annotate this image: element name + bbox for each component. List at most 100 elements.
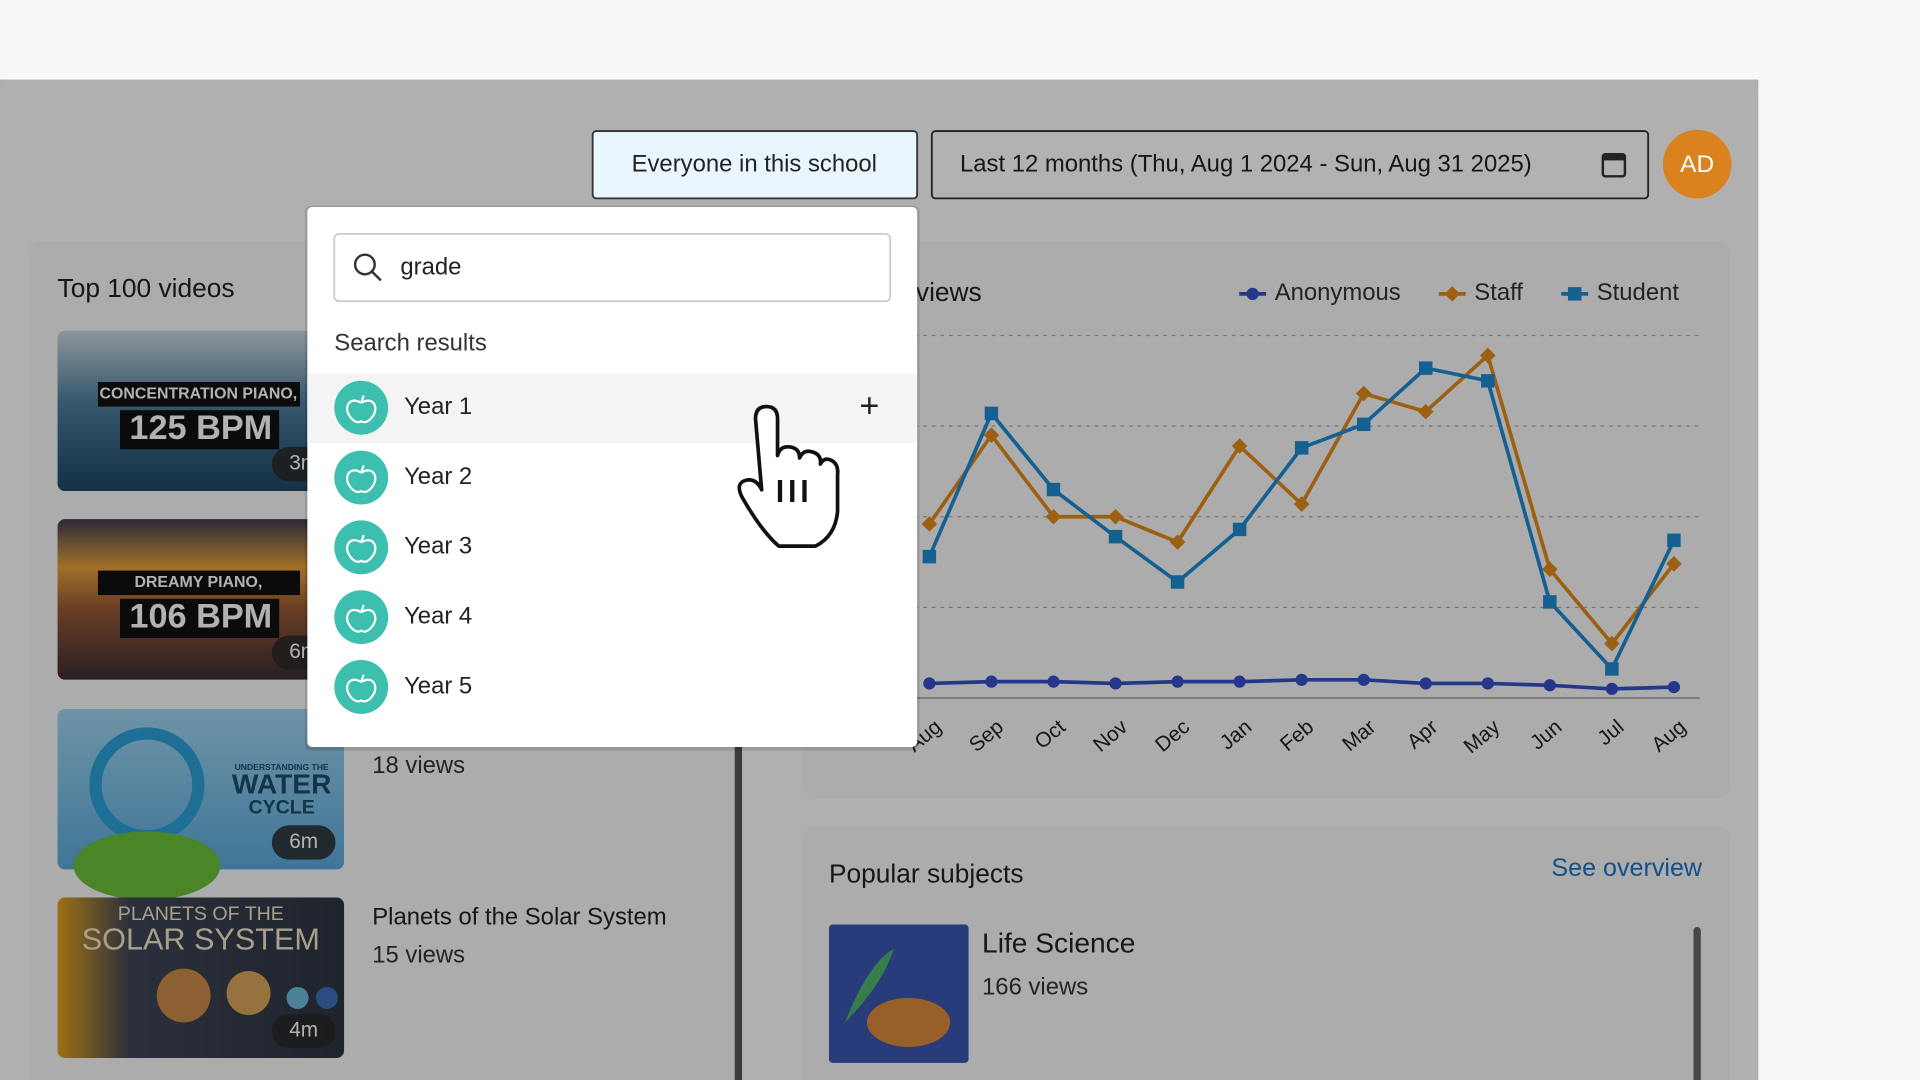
avatar[interactable] — [1662, 129, 1732, 199]
data-point — [923, 677, 936, 690]
thumb-art — [156, 968, 211, 1023]
thumb-text: CONCENTRATION PIANO, — [100, 385, 298, 402]
result-row-hover[interactable] — [307, 373, 918, 444]
result-icon — [334, 520, 389, 575]
result-icon-apple — [346, 395, 377, 424]
see-overview-link[interactable]: See overview — [1551, 854, 1703, 882]
duration-badge — [271, 1013, 336, 1049]
result-icon — [334, 450, 389, 505]
result-icon-apple — [346, 534, 377, 563]
result-icon — [334, 590, 389, 645]
date-range-label: Last 12 months (Thu, Aug 1 2024 - Sun, A… — [960, 151, 1532, 178]
add-button[interactable]: + — [859, 387, 879, 425]
search-input[interactable] — [333, 232, 892, 303]
thumb-art — [315, 986, 338, 1009]
scrollbar — [734, 685, 743, 1080]
data-point — [1419, 677, 1432, 690]
dropdown — [307, 206, 918, 747]
data-point — [1356, 417, 1371, 432]
thumb-text: 106 BPM — [129, 597, 272, 635]
data-point — [1295, 673, 1308, 686]
data-point — [1605, 682, 1619, 696]
avatar-initials: AD — [1680, 151, 1714, 178]
video-title[interactable]: Planets of the Solar System — [372, 904, 666, 931]
data-point — [1108, 529, 1123, 544]
thumb-label-bg — [97, 382, 300, 407]
search-icon — [371, 270, 382, 282]
data-point — [1171, 675, 1184, 688]
legend-label: Staff — [1474, 279, 1523, 306]
data-point — [1419, 361, 1433, 375]
data-point — [985, 675, 998, 688]
data-point — [1170, 575, 1185, 589]
result-label[interactable]: Year 3 — [404, 533, 472, 560]
thumb-art — [73, 831, 221, 900]
result-label[interactable]: Year 1 — [404, 393, 472, 420]
result-icon-apple — [346, 464, 377, 494]
audience-button[interactable] — [591, 130, 919, 200]
thumb-text: DREAMY PIANO, — [134, 574, 262, 591]
section-title: Top 100 videos — [58, 273, 235, 303]
data-point — [1232, 522, 1247, 537]
data-point — [1543, 595, 1557, 609]
legend-label: Anonymous — [1275, 279, 1401, 306]
video-views: 18 views — [372, 752, 465, 779]
scrollbar — [1693, 926, 1701, 1080]
result-icon — [334, 660, 389, 714]
thumb-label-bg — [120, 410, 280, 450]
thumb-text: PLANETS OF THE — [118, 903, 284, 925]
data-point — [1481, 677, 1494, 690]
duration: 4m — [289, 1019, 318, 1042]
data-point — [1667, 680, 1681, 694]
data-point — [1233, 675, 1246, 688]
duration-badge — [271, 825, 336, 860]
data-point — [984, 406, 999, 421]
chart-title: views — [916, 277, 982, 307]
data-point — [1543, 679, 1556, 692]
data-point — [1047, 675, 1060, 688]
result-icon-apple — [346, 604, 377, 633]
data-point — [922, 549, 937, 564]
thumb-text: UNDERSTANDING THE — [235, 762, 329, 772]
data-point — [1109, 677, 1122, 690]
data-point — [1605, 662, 1619, 676]
data-point — [1046, 482, 1061, 497]
audience-label[interactable]: Everyone in this school — [632, 151, 877, 178]
subject-art — [866, 997, 951, 1047]
data-point — [1481, 374, 1495, 388]
data-point — [1246, 287, 1259, 300]
result-label[interactable]: Year 5 — [404, 672, 472, 699]
result-label[interactable]: Year 2 — [404, 463, 472, 490]
data-point — [1567, 287, 1582, 301]
result-icon-apple — [346, 674, 377, 703]
subjects-card — [802, 826, 1729, 1080]
cursor — [737, 404, 840, 548]
video-views: 15 views — [372, 942, 465, 969]
foreground: Everyone in this school AD grade Search res… — [304, 129, 1732, 751]
thumb-art — [226, 971, 271, 1016]
thumb-label-bg — [120, 598, 280, 638]
subject-name[interactable]: Life Science — [982, 928, 1135, 959]
duration: 6m — [289, 830, 318, 853]
thumb-text: 125 BPM — [129, 409, 272, 447]
thumb-text: WATER — [232, 769, 332, 800]
search-icon — [353, 253, 376, 276]
thumb-art — [286, 986, 309, 1009]
search-query[interactable]: grade — [400, 253, 461, 280]
data-point — [1294, 441, 1309, 455]
section-title: Popular subjects — [829, 858, 1024, 888]
thumb-text: CYCLE — [248, 796, 314, 818]
subject-art — [844, 948, 894, 1023]
thumb-label-bg — [97, 570, 300, 596]
result-label[interactable]: Year 4 — [404, 602, 472, 629]
subject-views: 166 views — [982, 973, 1088, 1000]
thumb-text: SOLAR SYSTEM — [82, 923, 320, 957]
data-point — [1357, 673, 1370, 686]
calendar-icon-bar — [1602, 154, 1625, 161]
result-icon — [334, 380, 389, 435]
chart-card — [802, 241, 1729, 799]
legend-label: Student — [1597, 279, 1680, 306]
date-range-button[interactable] — [930, 130, 1650, 200]
data-point — [1667, 533, 1681, 548]
